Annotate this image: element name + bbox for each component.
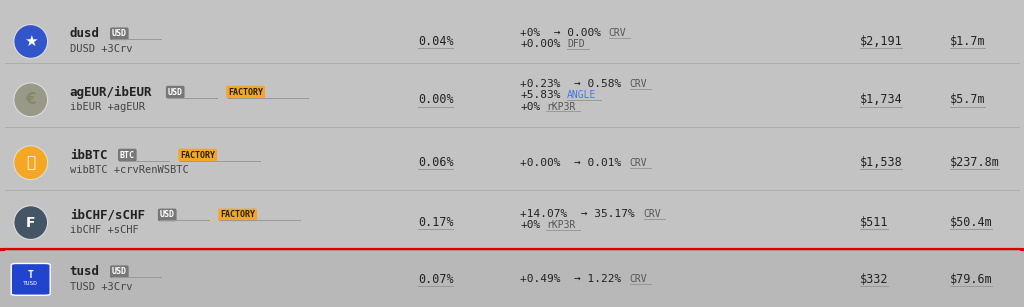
Text: +0.49%  → 1.22%: +0.49% → 1.22%: [520, 274, 622, 284]
Text: wibBTC +crvRenWSBTC: wibBTC +crvRenWSBTC: [70, 165, 188, 175]
Ellipse shape: [14, 146, 47, 180]
Text: agEUR/ibEUR: agEUR/ibEUR: [70, 86, 153, 99]
Text: DUSD +3Crv: DUSD +3Crv: [70, 44, 132, 54]
Ellipse shape: [14, 206, 47, 239]
Text: +0.00%  → 0.01%: +0.00% → 0.01%: [520, 158, 622, 168]
Text: USD: USD: [160, 210, 175, 220]
Text: USD: USD: [112, 29, 127, 38]
Ellipse shape: [14, 83, 47, 117]
Text: 0.00%: 0.00%: [418, 93, 454, 106]
Text: ibCHF/sCHF: ibCHF/sCHF: [70, 208, 144, 221]
Text: $2,191: $2,191: [860, 35, 903, 48]
Text: dusd: dusd: [70, 27, 99, 40]
Text: F: F: [26, 216, 36, 230]
Text: USD: USD: [168, 87, 182, 97]
Text: BTC: BTC: [120, 150, 135, 160]
Text: +0.23%  → 0.58%: +0.23% → 0.58%: [520, 80, 622, 89]
FancyBboxPatch shape: [11, 263, 50, 295]
Text: $1.7m: $1.7m: [950, 35, 986, 48]
Text: 0.07%: 0.07%: [418, 273, 454, 286]
Text: ibCHF +sCHF: ibCHF +sCHF: [70, 225, 138, 235]
Text: T: T: [28, 270, 34, 280]
Text: 0.06%: 0.06%: [418, 156, 454, 169]
Text: CRV: CRV: [609, 28, 627, 38]
Text: TUSD +3Crv: TUSD +3Crv: [70, 282, 132, 292]
Text: FACTORY: FACTORY: [228, 87, 263, 97]
Text: CRV: CRV: [630, 274, 647, 284]
Text: FACTORY: FACTORY: [220, 210, 255, 220]
Text: $1,734: $1,734: [860, 93, 903, 106]
Text: +0%: +0%: [520, 102, 541, 111]
Text: 0.17%: 0.17%: [418, 216, 454, 229]
Text: USD: USD: [112, 267, 127, 276]
Text: tusd: tusd: [70, 265, 99, 278]
Text: CRV: CRV: [630, 158, 647, 168]
Text: rKP3R: rKP3R: [546, 102, 575, 111]
Text: $79.6m: $79.6m: [950, 273, 993, 286]
Text: +5.83%: +5.83%: [520, 91, 561, 100]
Text: FACTORY: FACTORY: [180, 150, 215, 160]
Text: +0%  → 0.00%: +0% → 0.00%: [520, 28, 601, 38]
Text: +14.07%  → 35.17%: +14.07% → 35.17%: [520, 209, 635, 219]
Text: DFD: DFD: [567, 39, 585, 49]
Text: $511: $511: [860, 216, 889, 229]
Text: +0%: +0%: [520, 220, 541, 230]
Text: ₿: ₿: [27, 155, 35, 170]
Text: €: €: [26, 92, 36, 107]
Ellipse shape: [14, 25, 47, 58]
Text: TUSD: TUSD: [24, 281, 38, 286]
Text: $237.8m: $237.8m: [950, 156, 1000, 169]
Text: CRV: CRV: [630, 80, 647, 89]
Text: ibEUR +agEUR: ibEUR +agEUR: [70, 103, 144, 112]
Text: 0.04%: 0.04%: [418, 35, 454, 48]
Text: $50.4m: $50.4m: [950, 216, 993, 229]
FancyBboxPatch shape: [0, 249, 1024, 307]
Text: ★: ★: [24, 34, 38, 49]
Text: rKP3R: rKP3R: [546, 220, 575, 230]
Text: ANGLE: ANGLE: [567, 91, 596, 100]
Text: +0.00%: +0.00%: [520, 39, 561, 49]
Text: CRV: CRV: [644, 209, 662, 219]
Text: $332: $332: [860, 273, 889, 286]
Text: ibBTC: ibBTC: [70, 149, 108, 161]
Text: $5.7m: $5.7m: [950, 93, 986, 106]
Text: $1,538: $1,538: [860, 156, 903, 169]
